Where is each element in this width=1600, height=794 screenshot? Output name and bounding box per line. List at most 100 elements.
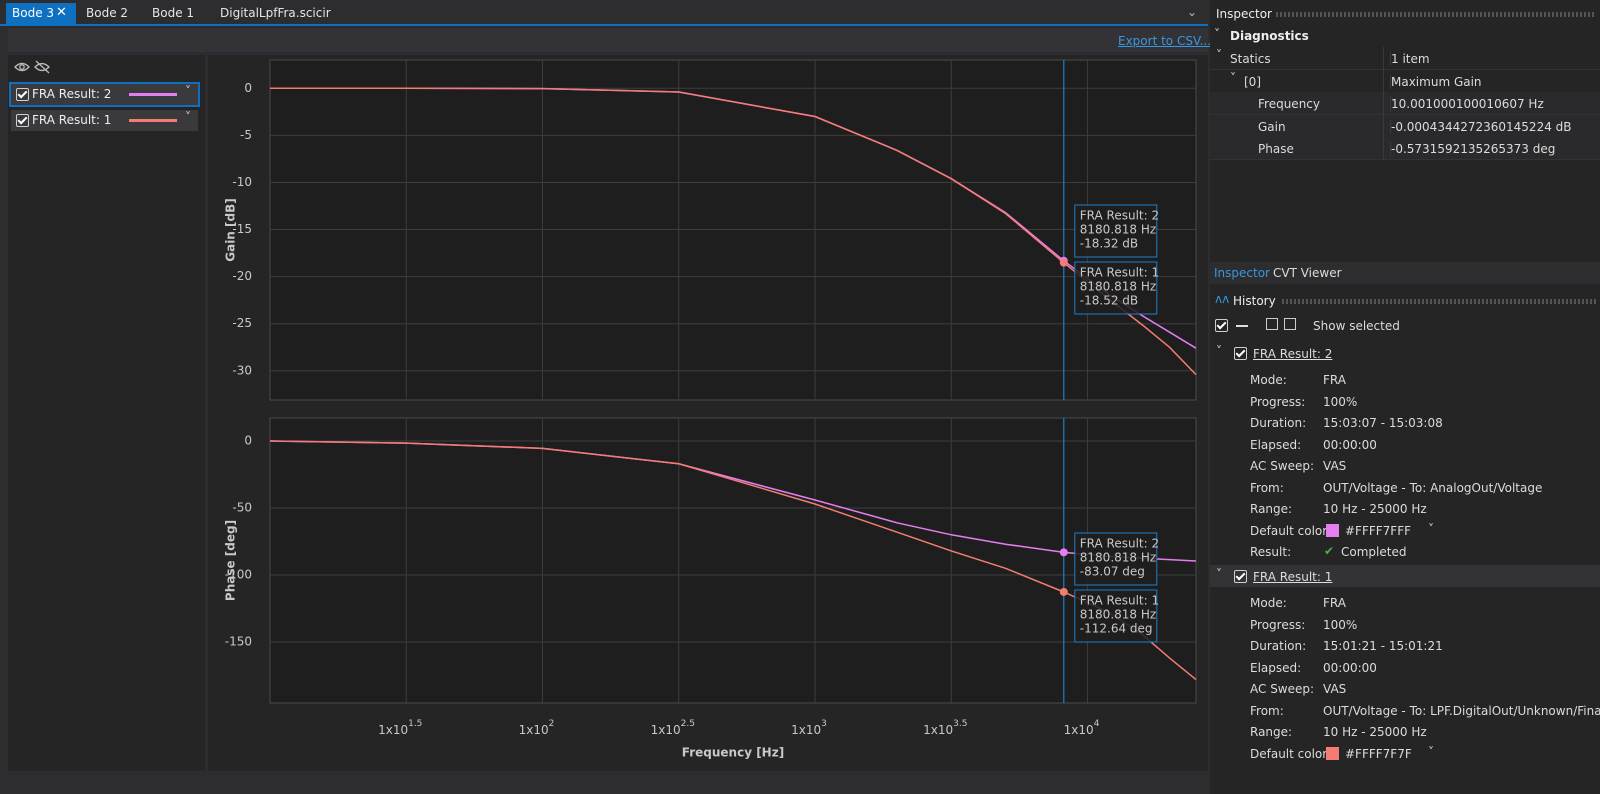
- property-value: -0.5731592135265373 deg: [1390, 142, 1556, 156]
- history-icon: ʌʌ: [1215, 292, 1230, 306]
- row-chevron[interactable]: ˅: [1230, 70, 1236, 85]
- header-grip: [1282, 299, 1596, 304]
- field-label: Range:: [1250, 725, 1293, 739]
- visibility-icons[interactable]: [14, 58, 54, 76]
- field-value: 15:03:07 - 15:03:08: [1323, 416, 1443, 430]
- section-chevron: ˅: [1214, 27, 1220, 41]
- field-label: AC Sweep:: [1250, 459, 1315, 473]
- field-label: Default color:: [1250, 746, 1332, 761]
- field-value: OUT/Voltage - To: AnalogOut/Voltage: [1323, 480, 1543, 495]
- entry-title[interactable]: FRA Result: 1: [1253, 570, 1333, 584]
- field-value: 00:00:00: [1323, 437, 1377, 452]
- property-value: 1 item: [1390, 52, 1430, 66]
- y-axis-label: Gain [dB]: [224, 198, 238, 262]
- entry-header: [1210, 565, 1600, 587]
- x-tick-base: 1x10: [791, 723, 821, 737]
- tooltip-text: 8180.818 Hz: [1080, 608, 1156, 622]
- tab[interactable]: Bode 1: [152, 6, 195, 20]
- y-tick-label: -100: [225, 568, 252, 582]
- series-line: [270, 87, 1197, 376]
- x-tick-exponent: 4: [1094, 719, 1100, 729]
- x-tick-label: 1x101.5: [378, 719, 422, 737]
- field-label: Duration:: [1250, 639, 1307, 653]
- field-value: 10 Hz - 25000 Hz: [1323, 725, 1427, 739]
- field-label: Progress:: [1250, 394, 1306, 409]
- property-value: 10.001000100010607 Hz: [1390, 97, 1544, 111]
- x-tick-base: 1x10: [378, 723, 408, 737]
- field-value: 10 Hz - 25000 Hz: [1323, 502, 1427, 516]
- tab[interactable]: Bode 3: [6, 3, 77, 24]
- legend-item[interactable]: FRA Result: 1 ˅: [11, 110, 198, 131]
- x-tick-exponent: 2.5: [681, 719, 695, 729]
- chevron[interactable]: ⌄: [1187, 5, 1198, 19]
- field-label: Result:: [1250, 545, 1292, 559]
- panel-header: Inspector: [1216, 7, 1272, 21]
- checkbox[interactable]: [16, 114, 29, 127]
- entry-title[interactable]: FRA Result: 2: [1253, 347, 1333, 361]
- checkbox[interactable]: [16, 88, 29, 101]
- legend-chevron[interactable]: ˅: [185, 110, 191, 124]
- property-row: [1210, 137, 1600, 160]
- x-tick-exponent: 2: [549, 719, 555, 729]
- column-divider: [1383, 47, 1384, 159]
- panel-tab[interactable]: Inspector: [1214, 266, 1270, 280]
- x-tick-base: 1x10: [651, 723, 681, 737]
- toolbar: [8, 28, 1208, 52]
- export-link[interactable]: Export to CSV...: [1118, 34, 1212, 48]
- y-tick-label: -30: [232, 363, 252, 377]
- property-name: Frequency: [1258, 97, 1320, 111]
- y-tick-label: -20: [232, 269, 252, 283]
- x-tick-label: 1x103: [791, 719, 827, 737]
- tab[interactable]: Bode 2: [86, 6, 129, 20]
- section-title: Diagnostics: [1230, 29, 1309, 43]
- dropdown-chevron[interactable]: ˅: [1428, 521, 1434, 536]
- field-label: From:: [1250, 703, 1284, 718]
- y-tick-label: -50: [232, 501, 252, 515]
- tooltip-text: -112.64 deg: [1080, 622, 1153, 636]
- toolbar-icon[interactable]: [1284, 318, 1296, 330]
- legend-chevron[interactable]: ˅: [185, 84, 191, 98]
- plot-area: [269, 417, 1197, 704]
- field-label: Progress:: [1250, 617, 1306, 632]
- tooltip-text: -83.07 deg: [1080, 565, 1145, 579]
- x-tick-base: 1x10: [519, 723, 549, 737]
- tooltip-text: FRA Result: 1: [1080, 266, 1159, 280]
- toolbar-icon[interactable]: [1266, 318, 1278, 330]
- entry-chevron[interactable]: ˅: [1216, 567, 1222, 581]
- x-tick-exponent: 1.5: [408, 719, 422, 729]
- cursor-point: [1059, 548, 1068, 557]
- field-value: #FFFF7F7F: [1345, 746, 1412, 761]
- legend-swatch: [129, 93, 177, 96]
- color-swatch: [1326, 523, 1339, 537]
- tooltip-text: 8180.818 Hz: [1080, 223, 1156, 237]
- x-tick-label: 1x102.5: [651, 719, 695, 737]
- tab-close[interactable]: ✕: [56, 5, 67, 20]
- field-value: OUT/Voltage - To: LPF.DigitalOut/Unknown…: [1323, 703, 1600, 718]
- checkbox[interactable]: [1234, 570, 1247, 583]
- field-value: 100%: [1323, 617, 1358, 632]
- field-label: Elapsed:: [1250, 437, 1302, 452]
- x-tick-base: 1x10: [1064, 723, 1094, 737]
- toolbar-icon[interactable]: [1236, 325, 1248, 327]
- checkbox[interactable]: [1215, 319, 1228, 332]
- checkbox[interactable]: [1234, 347, 1247, 360]
- tab[interactable]: DigitalLpfFra.scicir: [220, 6, 331, 20]
- field-label: Mode:: [1250, 596, 1287, 610]
- right-panel: Inspector ˅ Diagnostics ˅ Statics 1 item ˅ [0] M…: [1210, 0, 1600, 794]
- property-name: [0]: [1244, 74, 1261, 89]
- color-swatch: [1326, 746, 1339, 760]
- tooltip: [1074, 204, 1158, 258]
- field-label: Mode:: [1250, 373, 1287, 387]
- show-selected[interactable]: Show selected: [1313, 319, 1400, 333]
- field-value: 00:00:00: [1323, 660, 1377, 675]
- legend-item[interactable]: FRA Result: 2 ˅: [9, 82, 200, 107]
- panel-tab[interactable]: CVT Viewer: [1273, 266, 1342, 280]
- legend-swatch: [129, 119, 177, 122]
- property-name: Phase: [1258, 142, 1294, 156]
- property-value: -0.0004344272360145224 dB: [1390, 119, 1572, 134]
- tooltip-text: FRA Result: 2: [1080, 537, 1159, 551]
- entry-chevron[interactable]: ˅: [1216, 344, 1222, 358]
- dropdown-chevron[interactable]: ˅: [1428, 744, 1434, 759]
- row-chevron[interactable]: ˅: [1216, 48, 1222, 62]
- legend-label: FRA Result: 1: [32, 113, 112, 127]
